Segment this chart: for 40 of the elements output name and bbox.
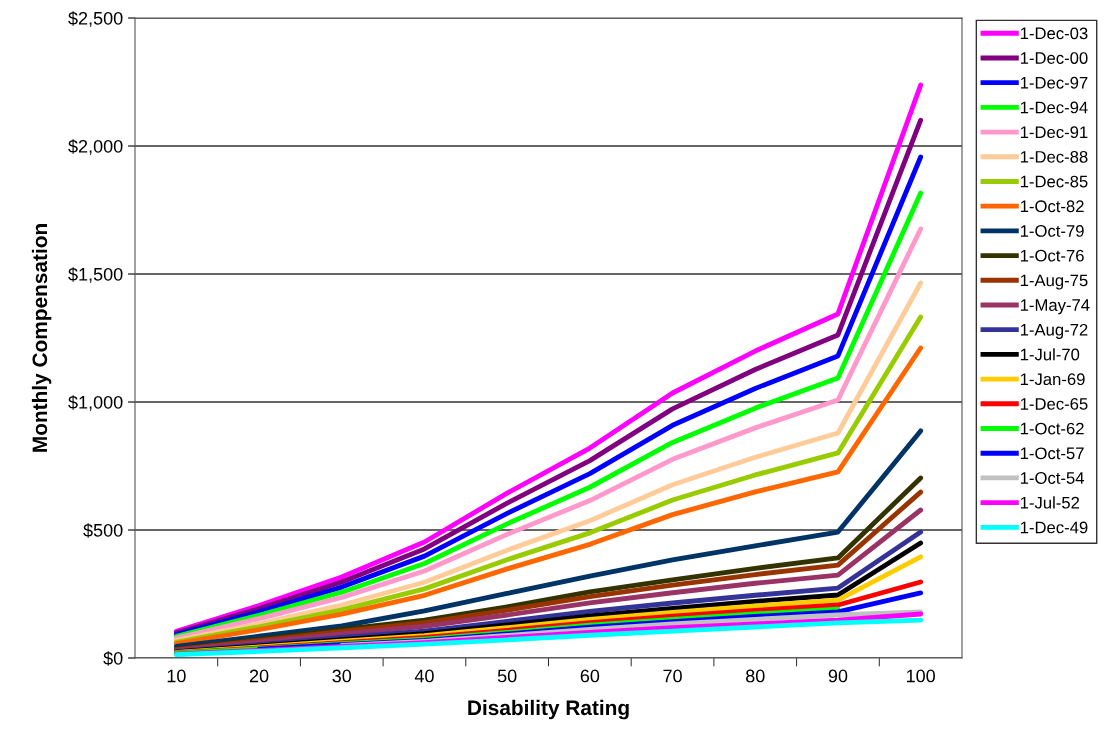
legend-label: 1-Aug-72	[1020, 323, 1088, 339]
x-tick-label: 80	[745, 669, 765, 683]
x-tick-label: 90	[828, 669, 848, 683]
x-axis-title: Disability Rating	[468, 699, 629, 720]
legend-label: 1-Jul-70	[1020, 348, 1080, 361]
legend-label: 1-Oct-82	[1020, 200, 1084, 213]
y-tick-label: $2,500	[68, 11, 123, 27]
legend-label: 1-Aug-75	[1020, 274, 1088, 290]
x-tick-label: 100	[906, 669, 936, 683]
legend-label: 1-Dec-49	[1020, 521, 1088, 534]
legend-label: 1-Dec-65	[1020, 397, 1088, 410]
y-tick-label: $0	[103, 651, 123, 666]
y-tick-label: $2,000	[68, 139, 123, 155]
legend-label: 1-Dec-94	[1020, 101, 1088, 114]
x-tick-label: 70	[663, 669, 682, 683]
legend-label: 1-Oct-76	[1020, 249, 1084, 262]
legend-label: 1-Dec-97	[1020, 76, 1088, 89]
legend-label: 1-Dec-91	[1020, 126, 1088, 139]
x-tick-label: 60	[580, 669, 600, 683]
x-tick-label: 20	[249, 669, 269, 683]
legend-label: 1-Dec-88	[1020, 150, 1088, 163]
legend-label: 1-Oct-62	[1020, 422, 1084, 435]
legend-label: 1-Oct-54	[1020, 472, 1085, 484]
x-tick-label: 30	[332, 669, 352, 683]
legend-label: 1-Jan-69	[1020, 373, 1085, 386]
y-tick-label: $500	[83, 523, 123, 538]
legend-label: 1-Dec-00	[1020, 52, 1088, 64]
y-tick-label: $1,000	[68, 395, 123, 411]
legend-label: 1-Dec-03	[1020, 27, 1088, 40]
legend-label: 1-May-74	[1020, 299, 1090, 315]
line-series	[173, 428, 924, 649]
x-tick-label: 40	[414, 669, 434, 683]
x-tick-label: 50	[497, 669, 517, 683]
legend-label: 1-Oct-57	[1020, 447, 1084, 460]
x-tick-label: 10	[167, 669, 186, 683]
legend-label: 1-Jul-52	[1020, 496, 1080, 509]
legend-label: 1-Oct-79	[1020, 225, 1084, 237]
y-tick-label: $1,500	[68, 267, 123, 283]
legend-label: 1-Dec-85	[1020, 175, 1088, 188]
y-axis-title: Monthly Compensation	[31, 224, 52, 452]
